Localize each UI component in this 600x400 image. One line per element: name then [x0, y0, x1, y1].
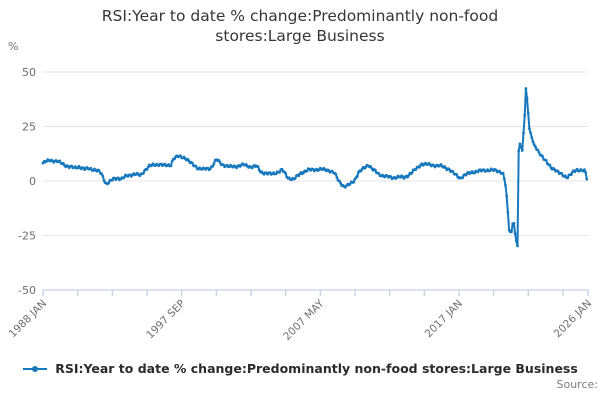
svg-text:25: 25 [22, 121, 36, 134]
y-axis-unit-label: % [8, 40, 19, 53]
legend: RSI:Year to date % change:Predominantly … [0, 361, 600, 376]
svg-text:1988 JAN: 1988 JAN [7, 298, 49, 340]
x-axis-tick-labels: 1988 JAN 1997 SEP 2007 MAY 2017 JAN 2026 JAN [7, 297, 594, 343]
svg-text:2017 JAN: 2017 JAN [423, 298, 465, 340]
data-point-markers [41, 87, 589, 248]
svg-text:50: 50 [22, 66, 36, 79]
legend-label: RSI:Year to date % change:Predominantly … [55, 361, 578, 376]
chart-title: RSI:Year to date % change:Predominantly … [101, 7, 499, 45]
legend-line-marker-icon [23, 365, 48, 372]
svg-text:0: 0 [29, 175, 36, 188]
legend-item[interactable]: RSI:Year to date % change:Predominantly … [22, 361, 578, 376]
source-label: Source: [556, 378, 599, 391]
svg-text:-25: -25 [18, 230, 36, 243]
svg-text:1997 SEP: 1997 SEP [144, 298, 188, 342]
y-axis-tick-labels: 50 25 0 -25 -50 [18, 66, 36, 297]
svg-text:2007 MAY: 2007 MAY [281, 297, 327, 343]
svg-text:2026 JAN: 2026 JAN [552, 298, 594, 340]
svg-text:-50: -50 [18, 284, 36, 297]
gridlines [43, 71, 588, 236]
x-axis [42, 289, 589, 296]
line-series [42, 87, 588, 247]
